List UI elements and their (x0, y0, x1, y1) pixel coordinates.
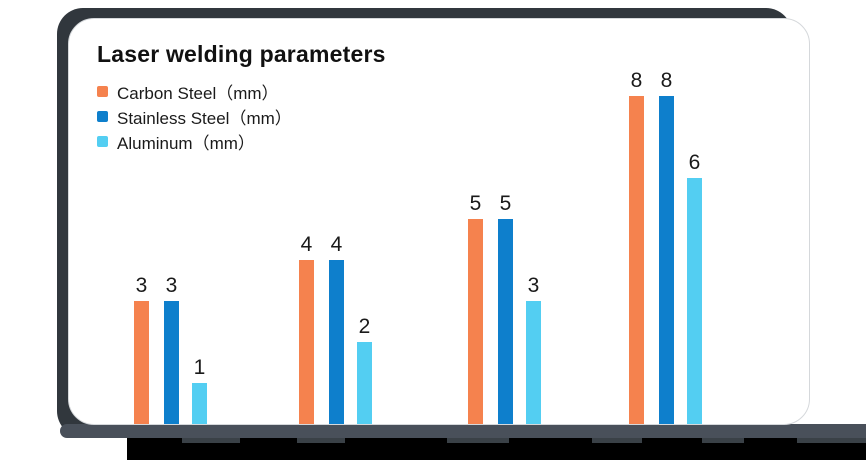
redaction-noise-segment (182, 438, 240, 443)
legend-item-1: Stainless Steel（mm） (97, 104, 292, 129)
bar-aluminum-group2 (357, 342, 372, 424)
bar-value-label: 4 (300, 233, 313, 256)
bar-value-label: 3 (135, 274, 148, 297)
bar-value-label: 8 (660, 69, 673, 92)
bar-value-label: 5 (499, 192, 512, 215)
bar-value-label: 6 (688, 151, 701, 174)
redaction-noise-segment (297, 438, 345, 443)
bar-stainless-steel-group2 (329, 260, 344, 424)
bar-aluminum-group1 (192, 383, 207, 424)
legend-label: Aluminum（mm） (117, 134, 255, 153)
legend-swatch-icon (97, 136, 108, 147)
redaction-noise-segment (797, 438, 866, 443)
bar-value-label: 2 (358, 315, 371, 338)
chart-title: Laser welding parameters (97, 41, 386, 67)
redacted-axis-labels-bar (127, 438, 866, 460)
legend-swatch-icon (97, 86, 108, 97)
redaction-noise-segment (447, 438, 509, 443)
bar-stainless-steel-group4 (659, 96, 674, 424)
bar-carbon-steel-group1 (134, 301, 149, 424)
bar-stainless-steel-group3 (498, 219, 513, 424)
bar-value-label: 3 (165, 274, 178, 297)
bottom-slate-band (60, 424, 866, 438)
bar-carbon-steel-group2 (299, 260, 314, 424)
bar-value-label: 5 (469, 192, 482, 215)
legend-swatch-icon (97, 111, 108, 122)
bar-carbon-steel-group4 (629, 96, 644, 424)
bar-stainless-steel-group1 (164, 301, 179, 424)
bar-value-label: 1 (193, 356, 206, 379)
chart-legend: Carbon Steel（mm） Stainless Steel（mm） Alumi… (97, 79, 292, 154)
bar-carbon-steel-group3 (468, 219, 483, 424)
bar-value-label: 4 (330, 233, 343, 256)
bar-value-label: 8 (630, 69, 643, 92)
redaction-noise-segment (702, 438, 744, 443)
redaction-noise-segment (592, 438, 642, 443)
bar-aluminum-group4 (687, 178, 702, 424)
legend-item-2: Aluminum（mm） (97, 129, 292, 154)
legend-item-0: Carbon Steel（mm） (97, 79, 292, 104)
legend-label: Stainless Steel（mm） (117, 109, 292, 128)
bar-aluminum-group3 (526, 301, 541, 424)
bar-value-label: 3 (527, 274, 540, 297)
legend-label: Carbon Steel（mm） (117, 84, 279, 103)
